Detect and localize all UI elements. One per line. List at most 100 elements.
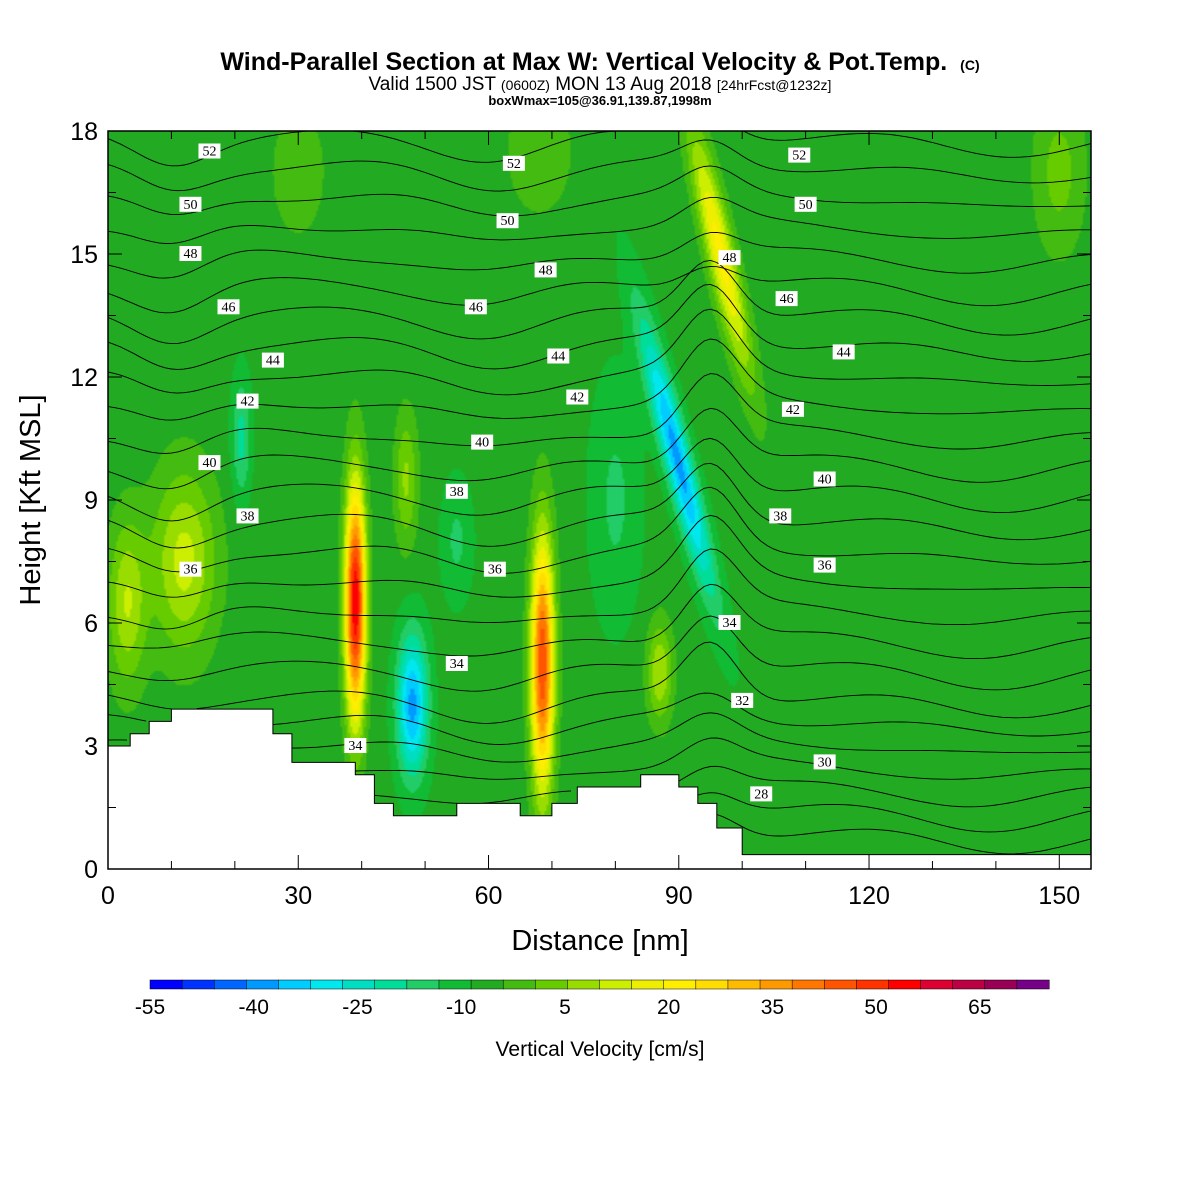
colorbar-title: Vertical Velocity [cm/s]: [496, 1038, 705, 1061]
theta-contours: [108, 131, 1091, 855]
theta-contour-label: 48: [179, 246, 202, 262]
colorbar-swatch: [1016, 979, 1050, 990]
colorbar-tick-label: -55: [135, 996, 165, 1019]
y-tick-label: 6: [84, 610, 98, 638]
colorbar-swatch: [920, 979, 954, 990]
theta-contour: [108, 548, 1091, 630]
svg-text:30: 30: [818, 755, 832, 770]
chart-subtitle: Valid 1500 JST (0600Z) MON 13 Aug 2018 […: [369, 74, 832, 95]
y-tick-label: 3: [84, 733, 98, 761]
theta-contour: [108, 283, 1091, 370]
chart-title: Wind-Parallel Section at Max W: Vertical…: [220, 48, 979, 76]
theta-contour-label: 52: [502, 155, 525, 172]
theta-contour-label: 46: [775, 291, 798, 307]
theta-contour-label: 44: [832, 344, 855, 360]
terrain-mask: [108, 708, 1091, 869]
theta-contour: [108, 165, 1091, 217]
theta-contour-label: 48: [718, 250, 741, 266]
colorbar-tick-label: 35: [761, 996, 784, 1019]
theta-contour-label: 38: [445, 483, 468, 500]
svg-text:38: 38: [450, 485, 464, 500]
colorbar-swatch: [213, 979, 247, 990]
y-tick-label: 9: [84, 487, 98, 515]
colorbar-swatch: [149, 979, 183, 990]
theta-contour-label: 46: [217, 299, 240, 315]
theta-contour: [108, 692, 1091, 745]
colorbar-tick-label: 5: [559, 996, 571, 1019]
theta-contour-label: 50: [794, 196, 817, 213]
svg-text:42: 42: [786, 403, 800, 418]
svg-text:40: 40: [202, 456, 216, 471]
colorbar-swatch: [438, 979, 472, 990]
theta-contour-label: 50: [179, 196, 202, 213]
colorbar-swatch: [727, 979, 761, 990]
y-tick-label: 18: [70, 118, 98, 146]
theta-contour-label: 36: [813, 557, 836, 574]
svg-text:36: 36: [818, 559, 832, 574]
y-tick-label: 0: [84, 856, 98, 884]
x-tick-label: 0: [101, 882, 115, 910]
colorbar-tick-label: -40: [239, 996, 269, 1019]
colorbar-swatch: [502, 979, 536, 990]
theta-contour-label: 38: [236, 508, 259, 524]
plot-area: 28 30 32 34 34 34 36 36 36 38 38 38 40 40 40 42 42 42 44 44…: [108, 131, 1091, 869]
theta-contour: [108, 615, 1091, 692]
svg-text:48: 48: [183, 247, 197, 262]
x-tick-label: 120: [848, 882, 890, 910]
theta-contour-label: 30: [813, 754, 836, 770]
svg-text:36: 36: [488, 563, 502, 578]
svg-text:52: 52: [792, 149, 806, 164]
x-axis-title: Distance [nm]: [511, 925, 688, 957]
svg-text:42: 42: [241, 395, 255, 410]
theta-contour: [108, 265, 1091, 314]
theta-contour: [108, 583, 1091, 660]
x-tick-label: 60: [475, 882, 503, 910]
colorbar-swatch: [246, 979, 279, 990]
theta-contour-label: 48: [534, 262, 557, 278]
svg-text:46: 46: [780, 292, 794, 307]
y-tick-label: 15: [70, 241, 98, 269]
svg-text:50: 50: [183, 198, 197, 213]
colorbar-swatch: [342, 979, 376, 990]
theta-contour: [716, 814, 1091, 855]
colorbar-swatch: [888, 979, 922, 990]
colorbar-swatch: [599, 979, 633, 990]
theta-contour-label: 38: [769, 508, 792, 524]
theta-contour-label: 52: [198, 143, 221, 160]
theta-contour: [108, 486, 1091, 574]
svg-text:42: 42: [570, 391, 584, 406]
theta-contour: [108, 373, 1091, 454]
theta-contour: [108, 514, 1091, 598]
colorbar-swatch: [695, 979, 729, 990]
colorbar-tick-label: 65: [968, 996, 991, 1019]
svg-text:34: 34: [348, 739, 362, 754]
chart-subtitle-2: boxWmax=105@36.91,139.87,1998m: [488, 93, 711, 108]
y-axis-title: Height [Kft MSL]: [15, 394, 47, 605]
colorbar-swatch: [567, 979, 601, 990]
theta-contour-label: 34: [445, 656, 468, 672]
theta-contour: [108, 407, 1091, 490]
colorbar-swatch: [278, 979, 312, 990]
svg-text:36: 36: [183, 563, 197, 578]
theta-contour-label: 36: [483, 561, 506, 578]
theta-contour-label: 40: [198, 455, 221, 471]
svg-text:40: 40: [818, 473, 832, 488]
x-tick-label: 30: [284, 882, 312, 910]
colorbar-swatch: [181, 979, 215, 990]
theta-contour: [108, 437, 1091, 522]
theta-contour: [108, 196, 1091, 244]
theta-contour: [108, 308, 1091, 396]
svg-text:38: 38: [241, 509, 255, 524]
colorbar-swatch: [470, 979, 504, 990]
theta-contour: [108, 462, 1091, 549]
theta-contour: [108, 259, 1091, 345]
svg-text:52: 52: [507, 157, 521, 172]
theta-contour: [108, 641, 1091, 724]
theta-contour-label: 28: [750, 786, 773, 802]
svg-text:40: 40: [475, 436, 489, 451]
svg-text:34: 34: [450, 657, 464, 672]
colorbar-swatch: [663, 979, 697, 990]
colorbar-swatch: [535, 979, 568, 990]
colorbar-swatch: [310, 979, 344, 990]
